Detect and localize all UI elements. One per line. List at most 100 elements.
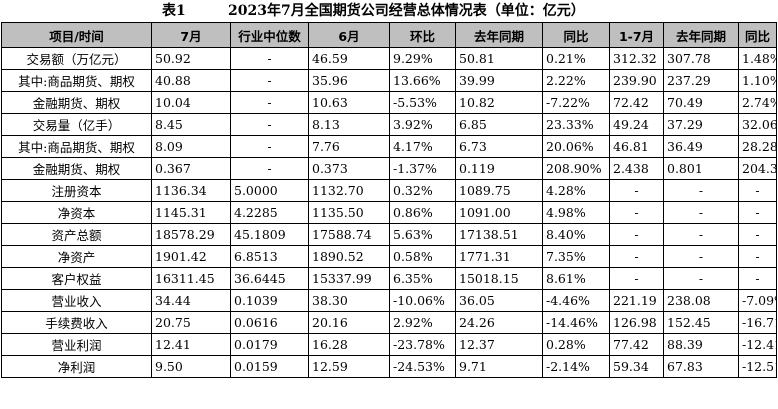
table-cell: 38.30 [308, 289, 390, 312]
row-label: 净资本 [1, 201, 152, 224]
table-cell: 36.05 [455, 289, 543, 312]
table-cell: 17138.51 [455, 223, 543, 246]
row-label: 注册资本 [1, 179, 152, 202]
table-cell: 59.34 [609, 355, 664, 378]
table-cell: 1901.42 [151, 245, 231, 268]
table-cell: - [738, 223, 777, 246]
column-header: 6月 [308, 22, 390, 48]
table-cell: 16311.45 [151, 267, 231, 290]
column-header: 同比 [542, 22, 610, 48]
table-cell: - [663, 179, 739, 202]
table-cell: 15018.15 [455, 267, 543, 290]
table-row: 净资产 1901.42 6.8513 1890.52 0.58% 1771.31 7.35%… [1, 245, 777, 268]
table-cell: 8.13 [308, 113, 390, 136]
table-cell: 77.42 [609, 333, 664, 356]
table-row: 注册资本 1136.34 5.0000 1132.70 0.32% 1089.75 4.28… [1, 179, 777, 202]
table-cell: 50.81 [455, 47, 543, 70]
row-label: 资产总额 [1, 223, 152, 246]
table-cell: 46.59 [308, 47, 390, 70]
table-cell: 0.119 [455, 157, 543, 180]
table-cell: 8.45 [151, 113, 231, 136]
table-row: 其中:商品期货、期权 8.09-7.76 4.17% 6.73 20.06% 46.81 3… [1, 135, 777, 158]
table-cell: 45.1809 [230, 223, 309, 246]
table-cell: 1890.52 [308, 245, 390, 268]
row-label: 手续费收入 [1, 311, 152, 334]
table-row: 金融期货、期权 10.04-10.63 -5.53% 10.82 -7.22% 72.42… [1, 91, 777, 114]
table-cell: 0.0616 [230, 311, 309, 334]
table-cell: 126.98 [609, 311, 664, 334]
table-cell: - [663, 223, 739, 246]
table-cell: - [738, 179, 777, 202]
row-label: 客户权益 [1, 267, 152, 290]
table-cell: - [663, 201, 739, 224]
table-cell: 36.6445 [230, 267, 309, 290]
table-cell: 36.49 [663, 135, 739, 158]
table-cell: 4.28% [542, 179, 610, 202]
table-cell: 1.10% [738, 69, 777, 92]
table-cell: 23.33% [542, 113, 610, 136]
table-cell: 0.0179 [230, 333, 309, 356]
row-label: 净利润 [1, 355, 152, 378]
table-cell: - [609, 245, 664, 268]
table-cell: -1.37% [389, 157, 456, 180]
row-label: 营业利润 [1, 333, 152, 356]
table-cell: 49.24 [609, 113, 664, 136]
table-cell: 1135.50 [308, 201, 390, 224]
table-caption: 表1 2023年7月全国期货公司经营总体情况表（单位：亿元） [0, 0, 778, 22]
table-cell: 20.75 [151, 311, 231, 334]
table-cell: 16.28 [308, 333, 390, 356]
summary-table: 项目/时间 7月 行业中位数 6月 环比 去年同期 同比 1-7月 去年同期 同比 交易额（万亿元… [1, 22, 777, 378]
table-cell: 12.37 [455, 333, 543, 356]
table-cell: 307.78 [663, 47, 739, 70]
table-cell: 32.06% [738, 113, 777, 136]
table-cell: 18578.29 [151, 223, 231, 246]
table-cell: 24.26 [455, 311, 543, 334]
table-row: 交易额（万亿元） 50.92-46.59 9.29% 50.81 0.21% 312.32… [1, 47, 777, 70]
table-row: 营业利润 12.41 0.0179 16.28 -23.78% 12.37 0.28% 77.… [1, 333, 777, 356]
table-cell: 12.59 [308, 355, 390, 378]
table-cell: 0.373 [308, 157, 390, 180]
row-label: 营业收入 [1, 289, 152, 312]
table-cell: 70.49 [663, 91, 739, 114]
table-cell: 0.86% [389, 201, 456, 224]
table-cell: 46.81 [609, 135, 664, 158]
table-cell: 88.39 [663, 333, 739, 356]
table-cell: 20.06% [542, 135, 610, 158]
table-cell: 8.09 [151, 135, 231, 158]
table-cell: 4.2285 [230, 201, 309, 224]
row-label: 金融期货、期权 [1, 91, 152, 114]
table-cell: 312.32 [609, 47, 664, 70]
table-cell: - [609, 179, 664, 202]
table-cell: 50.92 [151, 47, 231, 70]
table-row: 其中:商品期货、期权 40.88-35.96 13.66% 39.99 2.22% 239… [1, 69, 777, 92]
table-cell: 10.82 [455, 91, 543, 114]
column-header: 项目/时间 [1, 22, 152, 48]
table-cell: 0.801 [663, 157, 739, 180]
table-cell: -4.46% [542, 289, 610, 312]
table-cell: 8.40% [542, 223, 610, 246]
table-cell: - [230, 135, 309, 158]
column-header: 7月 [151, 22, 231, 48]
table-cell: 9.29% [389, 47, 456, 70]
table-title: 2023年7月全国期货公司经营总体情况表（单位：亿元） [228, 3, 585, 19]
table-cell: 72.42 [609, 91, 664, 114]
table-cell: - [609, 201, 664, 224]
row-label: 交易额（万亿元） [1, 47, 152, 70]
table-cell: 0.28% [542, 333, 610, 356]
row-label: 其中:商品期货、期权 [1, 69, 152, 92]
table-cell: -12.41% [738, 333, 777, 356]
header-row: 项目/时间 7月 行业中位数 6月 环比 去年同期 同比 1-7月 去年同期 同比 [1, 22, 777, 48]
table-cell: -5.53% [389, 91, 456, 114]
table-cell: 208.90% [542, 157, 610, 180]
table-cell: 13.66% [389, 69, 456, 92]
table-cell: - [738, 201, 777, 224]
table-cell: 9.71 [455, 355, 543, 378]
table-cell: 34.44 [151, 289, 231, 312]
table-cell: 238.08 [663, 289, 739, 312]
table-cell: 2.22% [542, 69, 610, 92]
table-cell: 10.04 [151, 91, 231, 114]
table-cell: 10.63 [308, 91, 390, 114]
column-header: 去年同期 [455, 22, 543, 48]
column-header: 去年同期 [663, 22, 739, 48]
table-cell: 1771.31 [455, 245, 543, 268]
